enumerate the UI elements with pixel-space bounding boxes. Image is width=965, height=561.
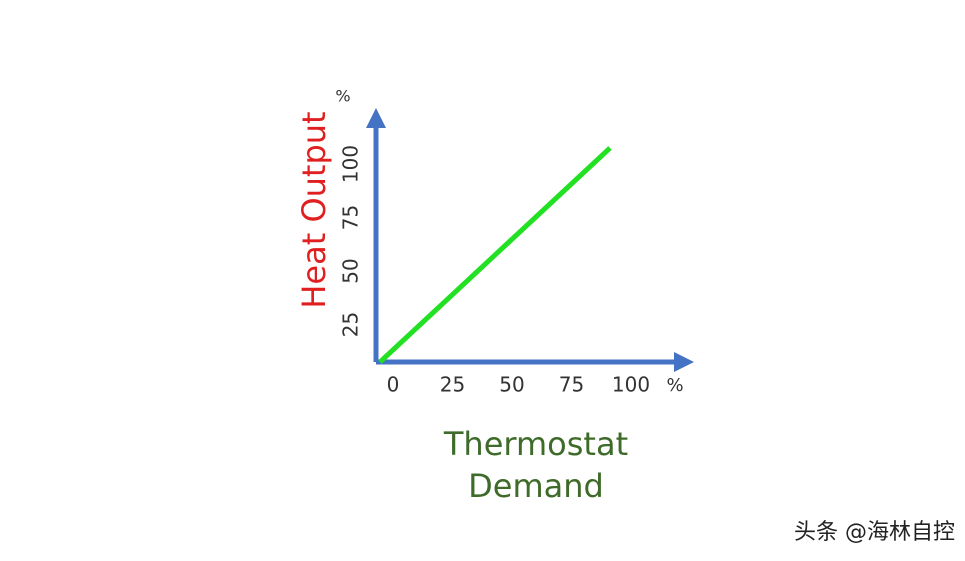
x-tick-label: 100 [612,373,650,397]
x-unit: % [666,375,683,396]
y-tick-label: 50 [339,258,363,283]
watermark: 头条 @海林自控 [794,520,955,545]
data-line [378,146,612,364]
x-tick-label: 25 [440,373,465,397]
x-axis-label: Thermostat Demand [443,425,628,505]
y-axis-label: Heat Output [295,111,333,308]
y-tick-label: 75 [339,205,363,230]
y-unit: % [335,87,350,106]
x-tick-label: 75 [559,373,584,397]
x-tick-label: 50 [499,373,524,397]
x-tick-label: 0 [387,373,400,397]
y-tick-label: 100 [339,145,363,183]
y-tick-label: 25 [339,312,363,337]
